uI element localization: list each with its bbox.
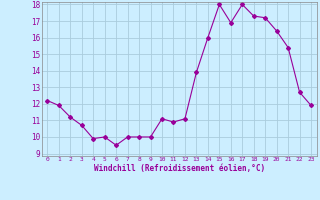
X-axis label: Windchill (Refroidissement éolien,°C): Windchill (Refroidissement éolien,°C) bbox=[94, 164, 265, 173]
